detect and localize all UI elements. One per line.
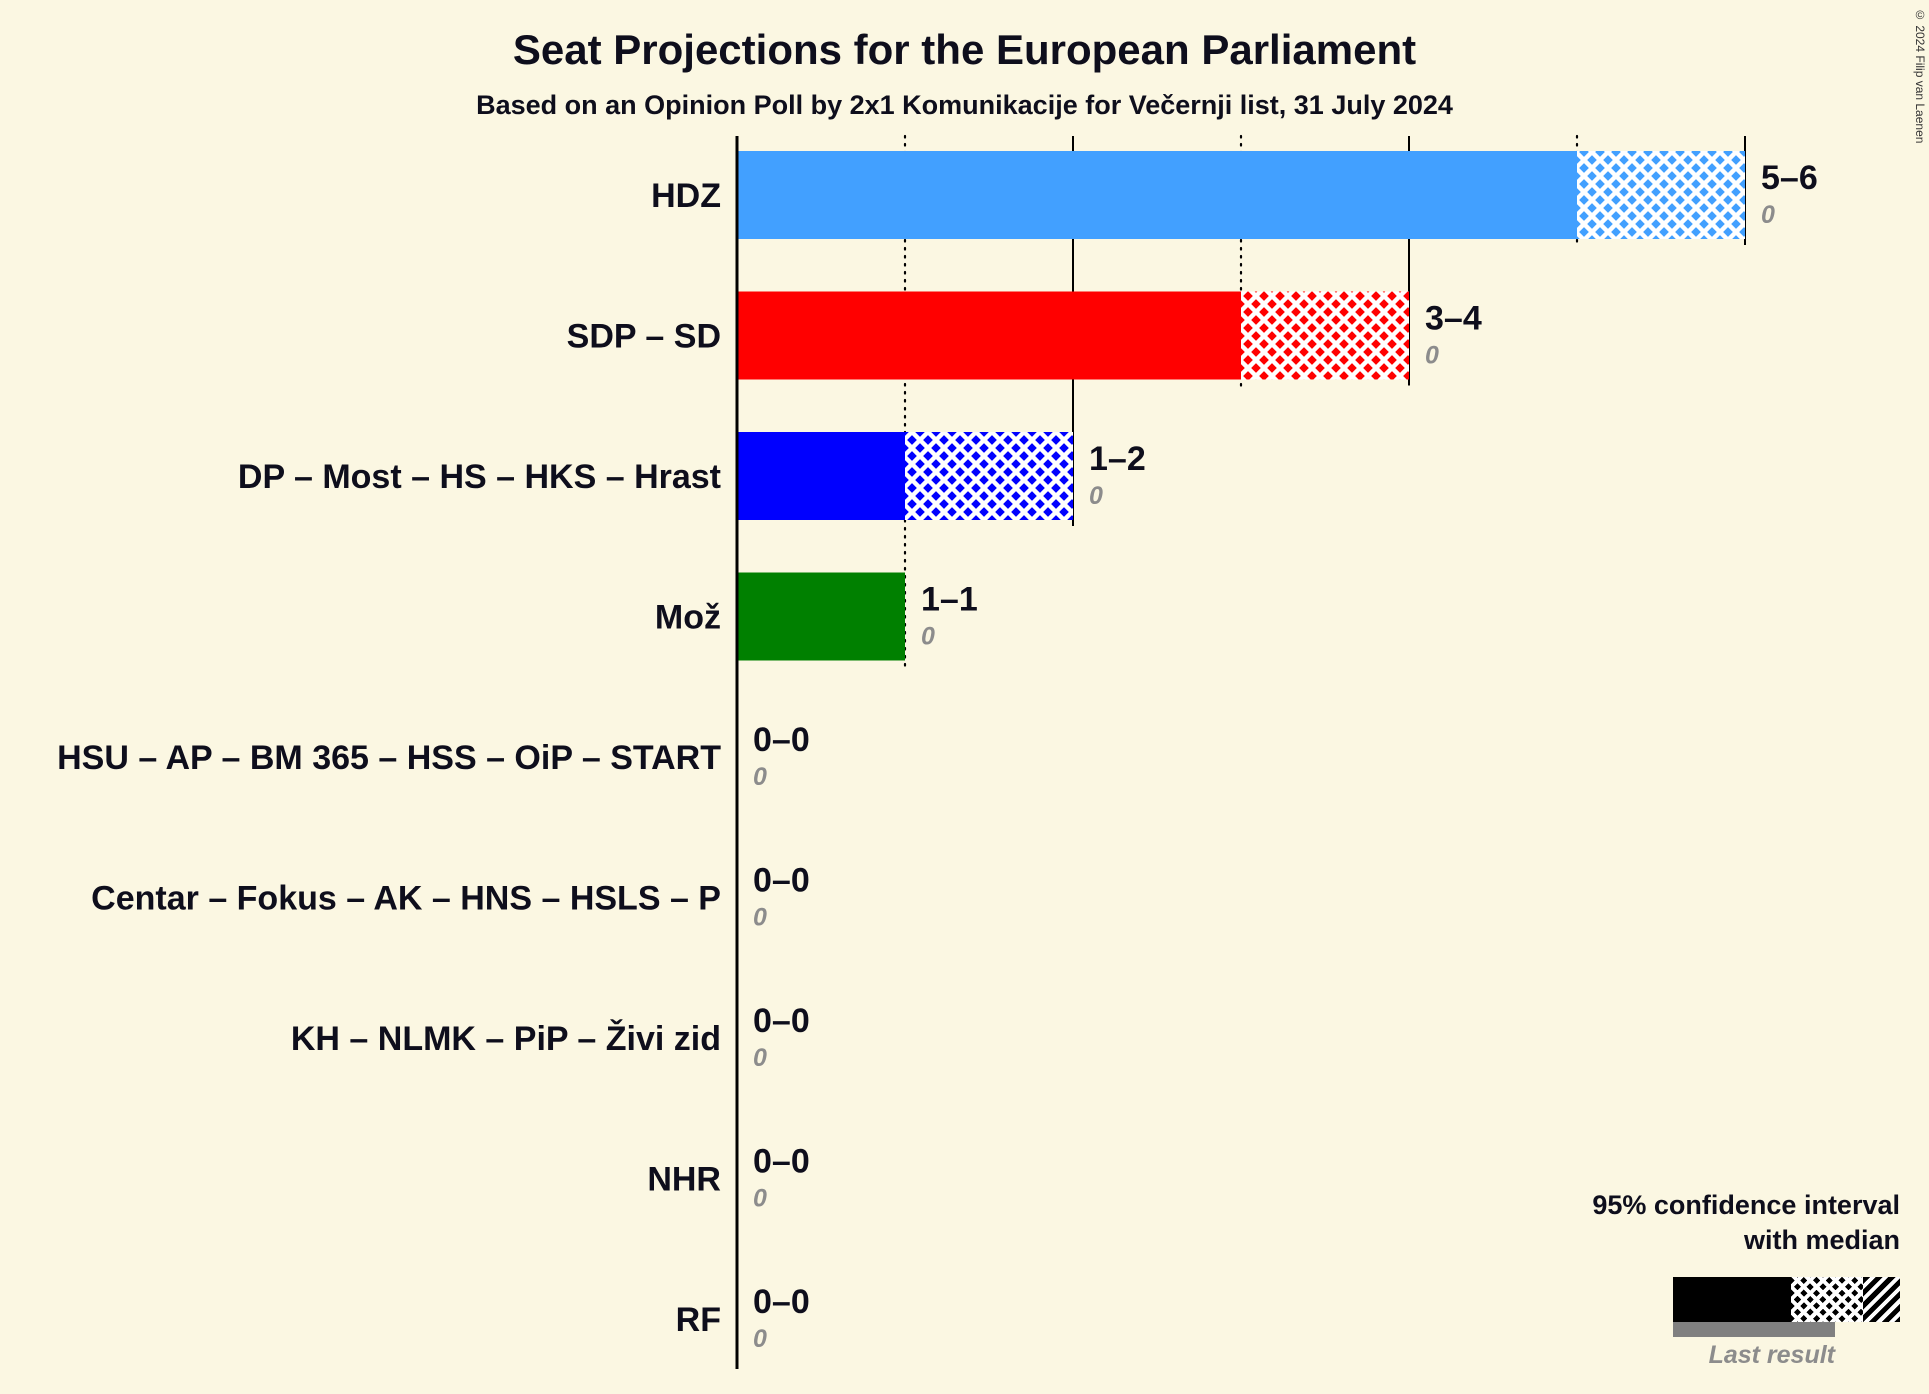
bar-solid — [737, 291, 1241, 380]
page-subtitle: Based on an Opinion Poll by 2x1 Komunika… — [476, 90, 1453, 120]
value-label: 0–0 — [753, 1283, 810, 1321]
value-label: 0–0 — [753, 721, 810, 759]
legend-ci-line1: 95% confidence interval — [1592, 1190, 1900, 1220]
legend-last-result-swatch — [1673, 1322, 1835, 1337]
last-result-label: 0 — [921, 623, 935, 651]
page-title: Seat Projections for the European Parlia… — [512, 26, 1417, 73]
party-label: RF — [676, 1301, 721, 1339]
legend-ci-swatch — [1673, 1277, 1900, 1322]
party-label: SDP – SD — [567, 318, 721, 356]
last-result-label: 0 — [1089, 482, 1103, 510]
party-label: DP – Most – HS – HKS – Hrast — [238, 458, 721, 496]
legend-swatch-solid — [1673, 1277, 1791, 1322]
value-label: 0–0 — [753, 1002, 810, 1040]
value-label: 5–6 — [1761, 159, 1818, 197]
legend-swatch-crosshatch — [1791, 1277, 1863, 1322]
bar-solid — [737, 432, 905, 520]
value-label: 3–4 — [1425, 300, 1482, 338]
party-label: Mož — [655, 599, 721, 637]
last-result-label: 0 — [753, 1325, 767, 1353]
party-label: HDZ — [651, 177, 721, 215]
party-label: Centar – Fokus – AK – HNS – HSLS – P — [91, 880, 721, 918]
copyright-note: © 2024 Filip van Laenen — [1913, 8, 1927, 144]
party-label: HSU – AP – BM 365 – HSS – OiP – START — [57, 739, 721, 777]
value-label: 1–2 — [1089, 440, 1146, 478]
value-label: 0–0 — [753, 1143, 810, 1181]
legend-last-result-label: Last result — [1708, 1341, 1835, 1369]
last-result-label: 0 — [1761, 201, 1775, 229]
last-result-label: 0 — [1425, 342, 1439, 370]
value-label: 1–1 — [921, 581, 978, 619]
value-label: 0–0 — [753, 862, 810, 900]
bar-ci-hatch — [1577, 151, 1745, 239]
bar-ci-hatch — [905, 432, 1073, 520]
legend-swatch-median-hatch — [1863, 1277, 1900, 1322]
legend-ci-line2: with median — [1743, 1225, 1900, 1255]
last-result-label: 0 — [753, 1185, 767, 1213]
bar-ci-hatch — [1241, 291, 1409, 380]
bar-solid — [737, 572, 905, 661]
last-result-label: 0 — [753, 1044, 767, 1072]
party-label: NHR — [647, 1161, 721, 1199]
bar-solid — [737, 151, 1577, 239]
last-result-label: 0 — [753, 763, 767, 791]
legend-ci-label: 95% confidence interval with median — [1400, 1188, 1900, 1258]
party-label: KH – NLMK – PiP – Živi zid — [291, 1020, 721, 1058]
last-result-label: 0 — [753, 904, 767, 932]
